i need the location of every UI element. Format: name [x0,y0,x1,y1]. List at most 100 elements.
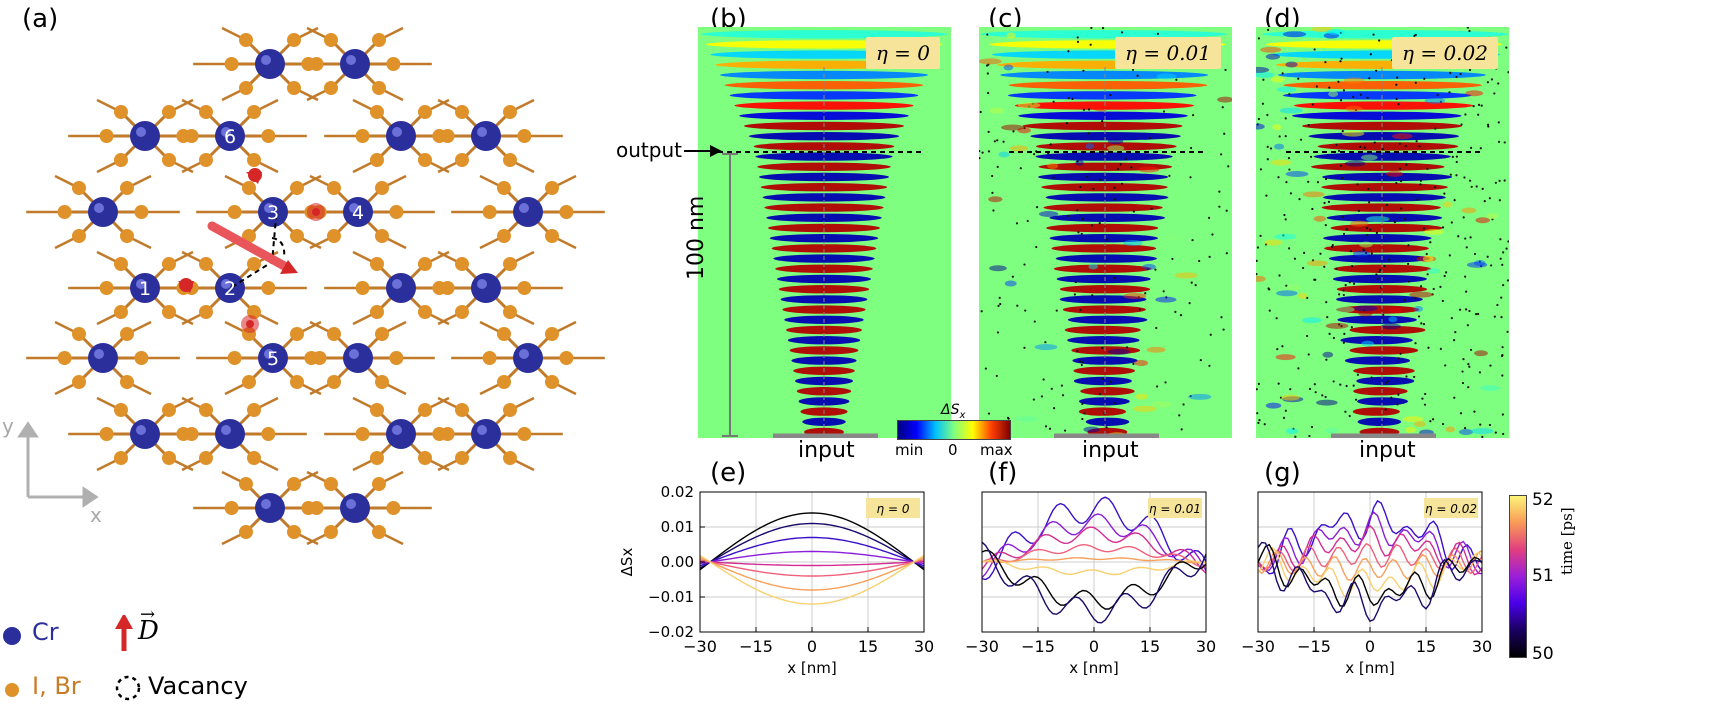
vacancy-dot [1349,250,1353,253]
vacancy-dot [1397,102,1400,106]
vacancy-dot [1257,117,1261,121]
vacancy-dot [1182,403,1185,406]
wavefront [1078,407,1127,416]
vacancy-dot [1227,165,1230,168]
chart-series-line [699,556,925,591]
vacancy-dot [1453,199,1456,202]
chart-e: −30 −15 0 15 30 x [nm] 0.02 0.01 0.00 −0.01 −0.02 Δ… [618,483,934,677]
vacancy-dot [1222,328,1225,331]
wavefront [1049,234,1159,243]
vacancy-dot [1441,226,1445,229]
wavefront [802,417,846,426]
scattered-wave [1325,427,1338,434]
chart-g: −30 −15 0 15 30 x [nm] η = 0.02 [1241,491,1492,677]
vacancy-dot [1189,146,1193,150]
wavefront [1045,193,1169,202]
vacancy-dot [992,209,995,212]
vacancy-dot [1352,282,1356,285]
vacancy-dot [1431,418,1435,421]
vacancy-dot [1475,185,1478,188]
scattered-wave [1217,96,1232,103]
scattered-wave [1341,130,1365,137]
halide-atom [372,525,386,539]
vacancy-dot [1384,408,1387,411]
halide-atom [184,427,199,441]
vacancy-dot [1470,185,1473,188]
vacancy-dot [1275,317,1278,320]
vacancy-dot [1339,99,1343,102]
scattered-wave [1344,160,1366,167]
vacancy-dot [1284,218,1287,221]
halide-atom [482,205,497,219]
halide-atom [418,305,432,319]
halide-atom [503,105,517,119]
vacancy-dot [1457,235,1460,238]
vacancy-dot [1315,85,1318,88]
halide-atom [440,281,455,295]
wavefront [1008,81,1208,90]
scattered-wave [1345,105,1363,112]
halide-atom [517,281,532,295]
vacancy-dot [1208,255,1211,258]
halide-atom [239,477,253,491]
y-tick-label: 0.01 [661,518,694,536]
wavefront [1067,315,1148,324]
vacancy-dot [1499,238,1502,241]
vacancy-dot [1032,398,1035,401]
halide-atom [545,375,559,389]
vacancy-dot [1276,348,1279,351]
wavefront [1353,366,1415,375]
cr-atom [340,493,370,523]
eta-label-c: η = 0.01 [1115,37,1221,69]
vacancy-dot [1407,244,1410,247]
vacancy-dot [1116,167,1120,171]
scattered-wave [1350,220,1369,227]
vacancy-dot [1155,326,1158,330]
vacancy-dot [981,151,984,154]
scattered-wave [1306,260,1328,267]
vacancy-dot [1479,147,1482,150]
halide-atom [327,375,341,389]
vacancy-dot [1490,78,1494,81]
halide-atom [242,375,256,389]
scattered-wave [1276,290,1298,297]
vacancy-dot [1101,377,1105,380]
scattered-wave [1358,310,1373,317]
wavefront [755,152,893,161]
scattered-wave [1282,31,1307,38]
vacancy-dot [1082,108,1086,111]
halide-atom [199,403,213,417]
vacancy-dot [1328,332,1331,335]
vacancy-dot [1067,50,1070,53]
vacancy-dot [1359,93,1363,96]
vacancy-dot [1281,72,1284,75]
vacancy-dot [1477,103,1481,107]
scattered-wave [1426,267,1441,274]
vacancy-dot [1323,201,1326,205]
scattered-wave [1422,255,1434,262]
vacancy-dot [1486,81,1489,84]
scattered-wave [1256,123,1265,130]
scale-bar [722,153,738,437]
site-label-3: 3 [267,202,279,224]
halide-atom [372,33,386,47]
vacancy-dot [1109,93,1112,97]
scattered-wave [1316,399,1338,406]
halide-atom [324,33,338,47]
vacancy-dot [1342,232,1346,235]
vacancy-dot [1218,205,1221,208]
halide-atom [375,327,389,341]
halide-atom [418,403,432,417]
wavefront [782,305,866,314]
vacancy-dot [1367,187,1370,191]
vacancy-dot [1342,89,1346,92]
cr-atom [471,121,501,151]
scattered-wave [1470,428,1494,435]
halide-atom [497,327,511,341]
vacancy-dot [1049,143,1052,146]
vacancy-dot [1356,183,1359,186]
scattered-wave [1123,239,1143,246]
vacancy-dot [1413,34,1416,37]
vacancy-dot [1081,217,1084,220]
scattered-wave [1123,293,1147,300]
